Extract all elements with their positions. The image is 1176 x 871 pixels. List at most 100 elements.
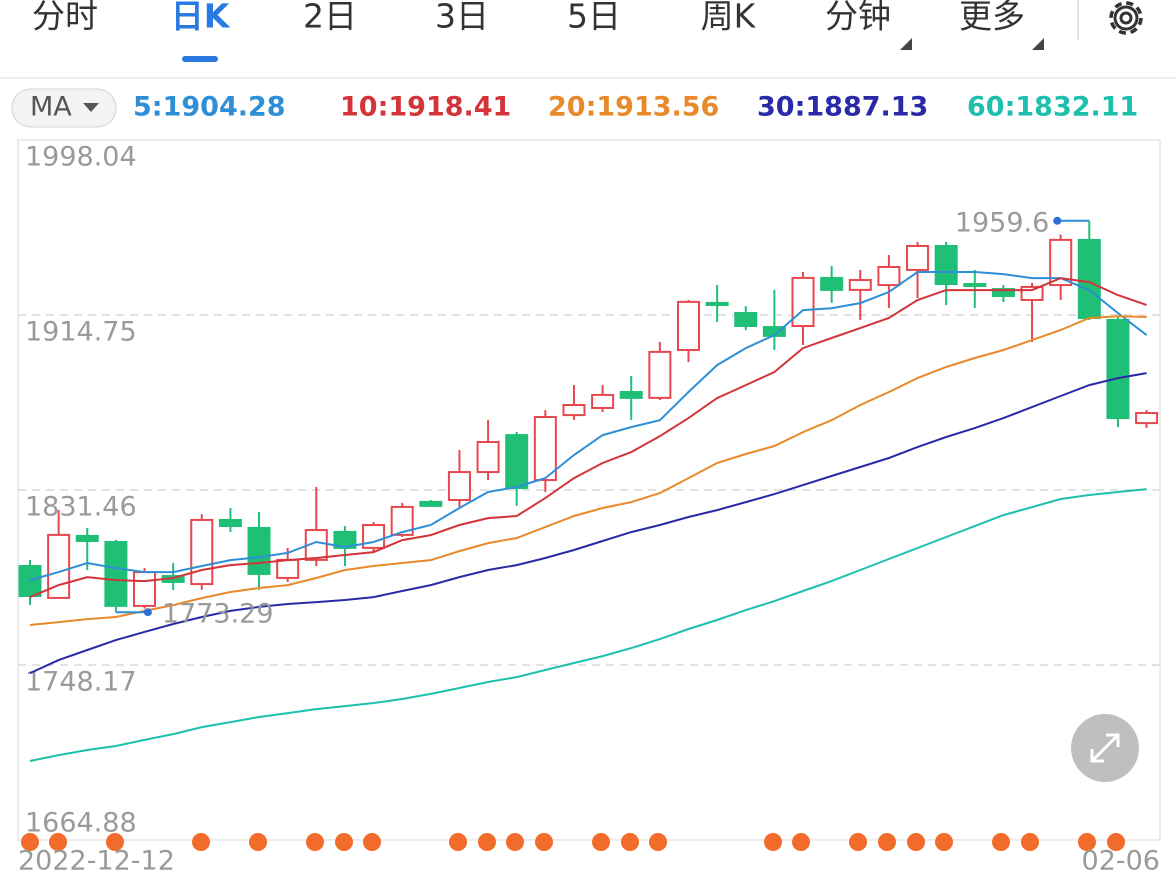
event-marker xyxy=(335,833,353,851)
candle-body xyxy=(447,471,471,502)
event-marker xyxy=(478,833,496,851)
candle-body xyxy=(533,416,557,482)
event-marker xyxy=(249,833,267,851)
candle-body xyxy=(75,534,99,542)
high-label: 1959.6 xyxy=(955,207,1049,238)
y-tick-label: 1831.46 xyxy=(25,492,137,523)
candle-body xyxy=(676,300,700,351)
ma-line xyxy=(29,277,1147,599)
dropdown-indicator xyxy=(900,38,912,50)
indicator-label: MA xyxy=(30,92,72,123)
event-marker xyxy=(907,833,925,851)
candle-body xyxy=(18,564,42,598)
candle-body xyxy=(104,541,128,607)
candle-body xyxy=(247,526,271,575)
y-tick-label: 1664.88 xyxy=(25,808,137,839)
candle-body xyxy=(734,312,758,328)
expand-icon xyxy=(1090,733,1120,763)
candle-body xyxy=(47,533,71,599)
candle-body xyxy=(390,505,414,536)
event-marker xyxy=(306,833,324,851)
y-tick-label: 1914.75 xyxy=(25,317,137,348)
x-tick-label: 02-06 xyxy=(1082,846,1160,871)
candle-body xyxy=(133,571,157,607)
high-dot xyxy=(1053,216,1062,225)
ma-line xyxy=(29,271,1148,582)
tab[interactable]: 周K xyxy=(701,0,757,36)
event-marker xyxy=(878,833,896,851)
gear-hole xyxy=(1119,11,1133,25)
event-marker xyxy=(1107,833,1125,851)
event-marker xyxy=(49,833,67,851)
event-marker xyxy=(363,833,381,851)
event-marker xyxy=(992,833,1010,851)
event-marker xyxy=(849,833,867,851)
legend-entry: 30:1887.13 xyxy=(757,92,928,123)
event-marker xyxy=(21,833,39,851)
candle-body xyxy=(190,518,214,586)
event-markers xyxy=(21,833,1125,851)
event-marker xyxy=(935,833,953,851)
dropdown-indicator xyxy=(83,103,99,112)
candle-body xyxy=(505,434,529,490)
ma-line xyxy=(29,315,1147,626)
gear-ring xyxy=(1113,5,1139,31)
event-marker xyxy=(649,833,667,851)
legend-entry: 10:1918.41 xyxy=(340,92,511,123)
y-tick-label: 1998.04 xyxy=(25,142,137,173)
plot: 1998.04 1914.75 1831.46 1748.17 1664.88 1959.… xyxy=(18,139,1160,841)
tab[interactable]: 3日 xyxy=(435,0,489,36)
tab[interactable]: 日K xyxy=(171,0,231,36)
candle-body xyxy=(906,244,930,271)
tab[interactable]: 分时 xyxy=(32,0,98,36)
candle-body xyxy=(1049,238,1073,287)
gear-teeth xyxy=(1109,1,1143,35)
tab[interactable]: 2日 xyxy=(303,0,357,36)
event-marker xyxy=(792,833,810,851)
candle-body xyxy=(276,558,300,579)
ma-line xyxy=(29,488,1147,762)
x-tick-label: 2022-12-12 xyxy=(18,846,175,871)
event-marker xyxy=(764,833,782,851)
candle-body xyxy=(848,279,872,291)
candle-body xyxy=(934,244,958,286)
low-label: 1773.29 xyxy=(162,599,274,630)
event-marker xyxy=(106,833,124,851)
low-dot xyxy=(143,608,152,617)
active-tab-underline xyxy=(182,56,218,62)
legend-entry: 5:1904.28 xyxy=(133,92,286,123)
ma-line xyxy=(29,372,1147,675)
tab[interactable]: 5日 xyxy=(567,0,621,36)
candle-body xyxy=(1020,285,1044,301)
candle-body xyxy=(562,404,586,417)
candle-body xyxy=(1106,318,1130,420)
event-marker xyxy=(535,833,553,851)
expand-button[interactable] xyxy=(1071,714,1139,782)
candle-body xyxy=(991,288,1015,297)
legend-entry: 20:1913.56 xyxy=(548,92,719,123)
candle-body xyxy=(591,393,615,409)
tab[interactable]: 分钟 xyxy=(825,0,891,36)
candle-body xyxy=(362,524,386,549)
candle-body xyxy=(791,276,815,328)
y-tick-label: 1748.17 xyxy=(25,667,137,698)
tab[interactable]: 更多 xyxy=(959,0,1025,36)
candle-body xyxy=(1135,412,1159,425)
event-marker xyxy=(592,833,610,851)
candle-body xyxy=(705,301,729,307)
event-marker xyxy=(449,833,467,851)
candle-body xyxy=(963,283,987,288)
event-marker xyxy=(192,833,210,851)
legend-entry: 60:1832.11 xyxy=(967,92,1138,123)
event-marker xyxy=(1021,833,1039,851)
event-marker xyxy=(506,833,524,851)
dropdown-indicator xyxy=(1032,38,1044,50)
candle-body xyxy=(218,518,242,528)
candle-body xyxy=(877,265,901,287)
settings-icon[interactable] xyxy=(1109,1,1143,35)
candle-body xyxy=(619,391,643,399)
indicator-selector[interactable] xyxy=(11,88,117,128)
candle-body xyxy=(820,276,844,291)
